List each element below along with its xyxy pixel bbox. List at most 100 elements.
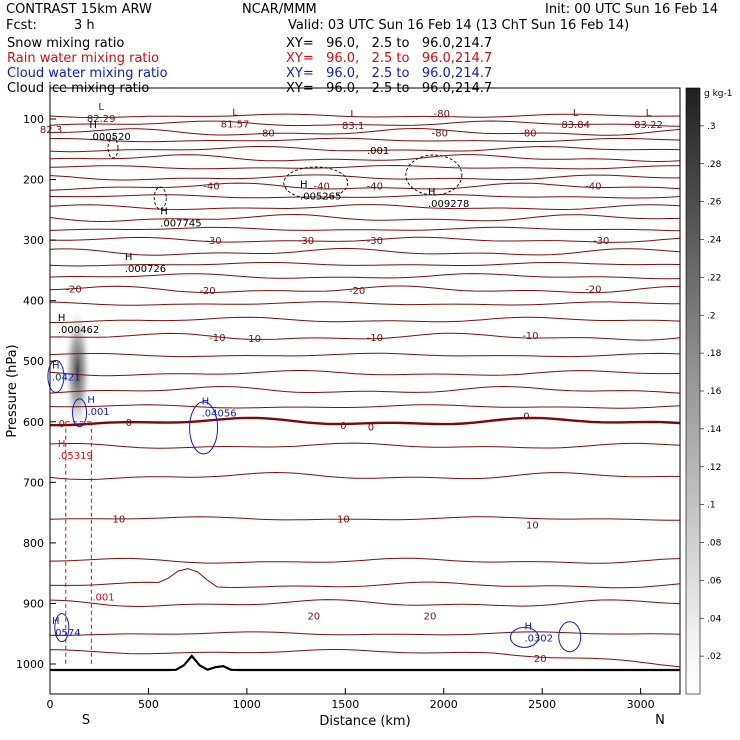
temp-contour bbox=[49, 631, 681, 636]
y-tick-label: 800 bbox=[23, 537, 44, 550]
snow-max-marker: H bbox=[89, 120, 97, 131]
snow-max-marker: H bbox=[300, 179, 308, 190]
y-tick-label: 700 bbox=[23, 476, 44, 489]
cloud-water-max-marker: H bbox=[202, 397, 210, 408]
cloud-water-contour bbox=[189, 401, 219, 455]
x-tick-label: 500 bbox=[138, 698, 159, 711]
colorbar-unit: g kg-1 bbox=[704, 89, 732, 99]
snow-contour-label: .001 bbox=[367, 146, 389, 157]
snow-contour bbox=[107, 137, 119, 159]
temp-contour bbox=[49, 261, 681, 267]
temp-contour-label: -20 bbox=[65, 285, 81, 296]
temp-contour-label: -30 bbox=[367, 236, 383, 247]
x-tick-label: 2500 bbox=[528, 698, 556, 711]
zero-degree-contour bbox=[49, 416, 681, 427]
temp-low-value: 82.29 bbox=[87, 114, 116, 125]
colorbar-tick-label: .06 bbox=[707, 576, 722, 586]
temp-contour-label: 0 bbox=[368, 423, 374, 434]
temp-contour-label: -40 bbox=[203, 182, 219, 193]
rain-contours bbox=[65, 421, 92, 664]
colorbar-tick-label: .1 bbox=[707, 501, 716, 511]
temp-contour bbox=[49, 352, 681, 358]
y-tick-label: 900 bbox=[23, 597, 44, 610]
temp-low-marker: L bbox=[98, 102, 104, 113]
fcst-value: 3 h bbox=[74, 18, 95, 33]
temp-contour bbox=[49, 204, 681, 211]
cloud-water-max-value: .04056 bbox=[202, 409, 237, 420]
cloud-water-max-marker: H bbox=[52, 360, 60, 371]
temp-low-marker: L bbox=[573, 108, 579, 119]
temp-contour bbox=[50, 194, 681, 199]
temp-contour bbox=[49, 164, 681, 170]
field-xy-rain: XY= 96.0, 2.5 to 96.0,214.7 bbox=[286, 51, 492, 66]
cloud-water-contour bbox=[47, 359, 65, 393]
temp-low-marker: L bbox=[646, 108, 652, 119]
cloud-water-contour bbox=[558, 621, 582, 653]
temp-contour bbox=[49, 404, 681, 409]
temp-contour-label: -40 bbox=[367, 182, 383, 193]
contour-labels: -80 -80 -80 -80 -40 -40 -40 -40 -30 -30 -30 -30 -20 -… bbox=[40, 102, 663, 665]
temp-contour bbox=[50, 648, 681, 668]
temp-contour-label: -30 bbox=[593, 236, 609, 247]
y-tick-label: 300 bbox=[23, 234, 44, 247]
x-tick-label: 0 bbox=[47, 698, 54, 711]
y-tick-label: 1000 bbox=[16, 658, 44, 671]
temp-contour bbox=[49, 182, 681, 191]
snow-max-value: .009278 bbox=[428, 199, 469, 210]
temp-contour bbox=[49, 568, 681, 589]
temp-contour bbox=[49, 113, 681, 118]
temp-low-value: 82.3 bbox=[40, 125, 62, 136]
temp-contour bbox=[49, 174, 680, 181]
rain-max-marker: H bbox=[58, 439, 66, 450]
temp-low-value: 81.57 bbox=[221, 119, 250, 130]
colorbar-tick-label: .02 bbox=[707, 652, 721, 662]
y-tick-label: 500 bbox=[23, 355, 44, 368]
temp-contour bbox=[49, 516, 681, 521]
y-tick-label: 600 bbox=[23, 416, 44, 429]
cloud-water-max-value: .001 bbox=[87, 407, 109, 418]
center-title: NCAR/MMM bbox=[242, 2, 317, 17]
colorbar-tick-label: .04 bbox=[707, 614, 722, 624]
x-axis-label: Distance (km) bbox=[319, 714, 410, 729]
temp-contour bbox=[49, 273, 681, 280]
colorbar-tick-label: .28 bbox=[707, 160, 722, 170]
snow-contour bbox=[405, 154, 463, 196]
temp-low-marker: L bbox=[232, 107, 238, 118]
snow-max-value: .007745 bbox=[160, 219, 201, 230]
temp-contour bbox=[49, 385, 681, 394]
temp-contour bbox=[49, 301, 681, 306]
rain-contour bbox=[65, 421, 92, 664]
temp-contour bbox=[49, 442, 681, 449]
fcst-label: Fcst: bbox=[6, 18, 37, 33]
snow-max-value: .000462 bbox=[58, 325, 99, 336]
plot-area: -80 -80 -80 -80 -40 -40 -40 -40 -30 -30 -30 -30 -20 -… bbox=[40, 102, 681, 672]
cloud-water-max-value: .0574 bbox=[52, 628, 81, 639]
temp-contour bbox=[49, 557, 681, 564]
temp-contour-label: 10 bbox=[113, 515, 126, 526]
temp-low-value: 83.1 bbox=[342, 121, 364, 132]
snow-max-marker: H bbox=[160, 207, 168, 218]
cloud-water-max-marker: H bbox=[524, 621, 532, 632]
temperature-contours bbox=[49, 113, 681, 668]
colorbar-tick-label: .26 bbox=[707, 198, 722, 208]
temp-contour bbox=[49, 213, 681, 223]
colorbar-ticks: .02 .04 .06 .08 .1 .12 .14 .16 .18 .2 .22 .24 .26 .28… bbox=[700, 122, 722, 662]
temp-low-marker: L bbox=[350, 109, 356, 120]
terrain-surface bbox=[50, 654, 680, 672]
terrain-line bbox=[50, 654, 680, 672]
snow-contour bbox=[283, 166, 349, 200]
y-tick-label: 400 bbox=[23, 295, 44, 308]
temp-contour-label: -20 bbox=[585, 285, 601, 296]
x-tick-label: 1500 bbox=[331, 698, 359, 711]
temp-contour-label: -80 bbox=[434, 109, 450, 120]
colorbar-tick-label: .12 bbox=[707, 463, 721, 473]
temp-contour bbox=[49, 120, 681, 127]
temp-low-value: 83.22 bbox=[634, 120, 663, 131]
temp-contour-label: 20 bbox=[534, 654, 547, 665]
x-tick-label: 2000 bbox=[430, 698, 458, 711]
init-time: Init: 00 UTC Sun 16 Feb 14 bbox=[545, 2, 718, 17]
temp-contour-label: -40 bbox=[314, 182, 330, 193]
cloud-water-contour bbox=[509, 626, 539, 648]
field-name-cloud-water: Cloud water mixing ratio bbox=[7, 66, 168, 81]
colorbar-tick-label: .24 bbox=[707, 236, 722, 246]
